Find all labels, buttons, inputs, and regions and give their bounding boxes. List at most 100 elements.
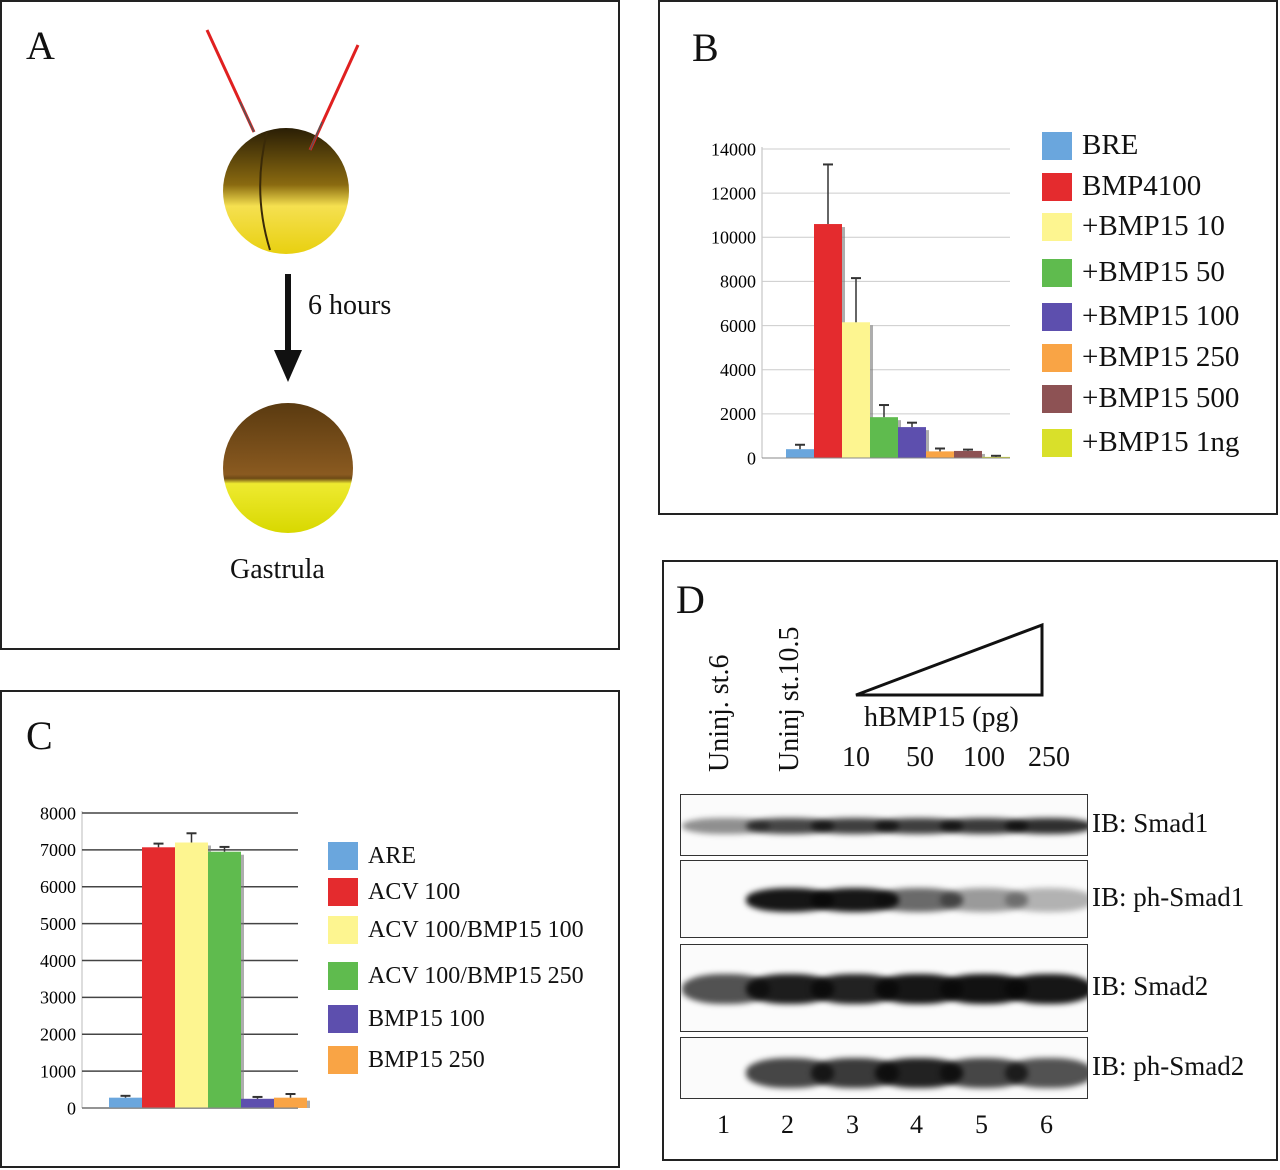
- bar--bmp15-10: [842, 322, 870, 458]
- bar--bmp15-1ng: [982, 456, 1010, 458]
- bar--bmp15-100: [898, 427, 926, 458]
- legend-label: +BMP15 100: [1082, 300, 1240, 332]
- legend-swatch: [328, 842, 358, 870]
- legend-label: +BMP15 50: [1082, 256, 1225, 288]
- legend-swatch: [328, 916, 358, 944]
- panel-label: D: [676, 577, 705, 622]
- legend-label: BMP4100: [1082, 170, 1202, 202]
- bar-bre: [786, 449, 814, 458]
- y-tick-label: 8000: [40, 803, 76, 823]
- blot-label: IB: ph-Smad1: [1092, 882, 1245, 912]
- legend-item: BMP4100: [1042, 170, 1201, 203]
- y-tick-label: 14000: [711, 139, 756, 159]
- legend-label: BRE: [1082, 129, 1139, 161]
- protein-band: [875, 888, 963, 912]
- legend-swatch: [1042, 172, 1072, 201]
- legend-label: +BMP15 250: [1082, 341, 1240, 373]
- legend-swatch: [1042, 131, 1072, 160]
- legend-label: ACV 100: [368, 878, 461, 905]
- y-tick-label: 2000: [40, 1025, 76, 1045]
- legend-swatch: [328, 1005, 358, 1033]
- legend-item: ACV 100/BMP15 250: [328, 962, 584, 990]
- bar-chart-b: 0 2000 4000 6000 8000 10000 12000 14000: [711, 139, 1010, 468]
- bar-are: [109, 1097, 142, 1108]
- legend-item: ACV 100/BMP15 100: [328, 916, 584, 944]
- legend-label: +BMP15 500: [1082, 382, 1240, 414]
- legend-item: +BMP15 250: [1042, 341, 1239, 374]
- legend-swatch: [1042, 384, 1072, 413]
- bar--bmp15-250: [926, 451, 954, 458]
- y-tick-label: 4000: [40, 951, 76, 971]
- y-tick-label: 3000: [40, 988, 76, 1008]
- y-tick-label: 0: [747, 448, 756, 468]
- y-tick-label: 4000: [720, 360, 756, 380]
- legend-swatch: [328, 1046, 358, 1074]
- protein-band: [1005, 974, 1087, 1004]
- panel-b: B 0 2000 4000 6000 8000 10000 12000 14000 BRE BM…: [658, 0, 1278, 515]
- legend-item: +BMP15 500: [1042, 382, 1239, 415]
- blastula-embryo: [223, 128, 349, 254]
- bar-chart-c: 0 1000 2000 3000 4000 5000 6000 7000 8000: [40, 803, 310, 1118]
- legend-label: ACV 100/BMP15 100: [368, 916, 584, 943]
- stage-caption: Gastrula: [230, 554, 325, 585]
- lane-number: 2: [781, 1110, 794, 1139]
- blot-label: IB: ph-Smad2: [1092, 1051, 1245, 1081]
- bar-acv-100-bmp15-100: [175, 842, 208, 1108]
- blot-label: IB: Smad1: [1092, 808, 1209, 838]
- bar-bmp15-250: [274, 1097, 307, 1108]
- dose-value: 50: [906, 742, 934, 773]
- protein-band: [1005, 1058, 1087, 1088]
- legend-item: ARE: [328, 842, 416, 870]
- legend-swatch: [1042, 212, 1072, 241]
- legend-item: BRE: [1042, 129, 1138, 162]
- legend-swatch: [328, 878, 358, 906]
- lane-number: 4: [910, 1110, 923, 1139]
- protein-band: [1005, 818, 1087, 834]
- arrow-label: 6 hours: [308, 290, 392, 321]
- lane-number: 6: [1040, 1110, 1053, 1139]
- legend-swatch: [1042, 428, 1072, 457]
- legend-label: ACV 100/BMP15 250: [368, 962, 584, 989]
- y-tick-label: 5000: [40, 914, 76, 934]
- panel-d: D Uninj. st.6 Uninj st.10.5 hBMP15 (pg) …: [662, 560, 1278, 1161]
- y-tick-label: 6000: [40, 877, 76, 897]
- dose-label: hBMP15 (pg): [864, 702, 1019, 733]
- lane-number: 3: [846, 1110, 859, 1139]
- protein-band: [1005, 888, 1087, 912]
- y-tick-label: 2000: [720, 404, 756, 424]
- bar-bmp4100: [814, 224, 842, 458]
- legend-label: BMP15 250: [368, 1046, 485, 1073]
- legend-label: +BMP15 10: [1082, 210, 1225, 242]
- dose-value: 10: [842, 742, 870, 773]
- panel-c: C 0 1000 2000 3000 4000 5000 6000 7000 8000 ARE A…: [0, 690, 620, 1168]
- legend-label: +BMP15 1ng: [1082, 426, 1240, 458]
- y-tick-label: 8000: [720, 272, 756, 292]
- bar-bmp15-100: [241, 1098, 274, 1108]
- panel-label: A: [26, 23, 55, 68]
- dose-triangle: [855, 622, 1044, 697]
- lane-number: 1: [717, 1110, 730, 1139]
- legend-swatch: [1042, 258, 1072, 287]
- legend-swatch: [1042, 343, 1072, 372]
- legend-label: ARE: [368, 842, 416, 869]
- bar-acv-100-bmp15-250: [208, 851, 241, 1108]
- legend-item: +BMP15 1ng: [1042, 426, 1239, 459]
- y-tick-label: 12000: [711, 183, 756, 203]
- bar--bmp15-500: [954, 450, 982, 458]
- panel-label: C: [26, 713, 53, 758]
- legend-item: ACV 100: [328, 878, 460, 906]
- y-tick-label: 1000: [40, 1061, 76, 1081]
- lane-number: 5: [975, 1110, 988, 1139]
- y-tick-label: 10000: [711, 228, 756, 248]
- down-arrow-icon: [274, 274, 302, 382]
- legend-item: +BMP15 10: [1042, 210, 1225, 243]
- legend-item: BMP15 250: [328, 1046, 485, 1074]
- panel-label: B: [692, 25, 719, 70]
- blot-ib-ph-smad2: [680, 1037, 1088, 1099]
- legend-swatch: [328, 962, 358, 990]
- blot-ib-smad1: [680, 794, 1088, 856]
- protein-band: [940, 888, 1028, 912]
- legend-label: BMP15 100: [368, 1005, 485, 1032]
- legend-item: +BMP15 100: [1042, 300, 1239, 333]
- embryo-diagram: [205, 29, 360, 533]
